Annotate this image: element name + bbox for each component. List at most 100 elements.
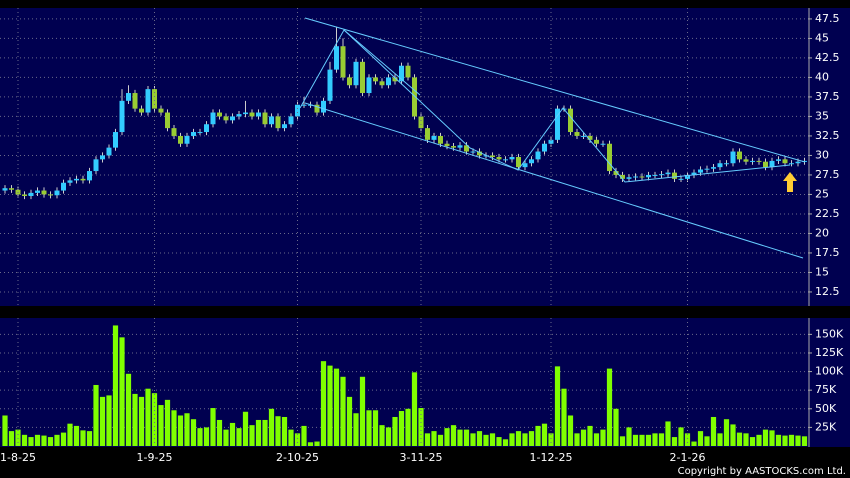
candle-body [568, 108, 573, 133]
volume-bar [216, 419, 223, 446]
y-tick-label: 30 [815, 148, 829, 161]
candle-body [711, 167, 716, 169]
candle-body [678, 178, 684, 180]
volume-bar [203, 427, 210, 446]
volume-bar [548, 433, 554, 446]
volume-bar [541, 423, 548, 446]
volume-bar [736, 432, 743, 446]
y-tick-label: 25K [815, 420, 837, 433]
candle-body [691, 172, 697, 175]
volume-bar [60, 432, 67, 446]
volume-bar [54, 434, 60, 446]
volume-bar [106, 395, 112, 446]
volume-bar [580, 429, 587, 446]
channel-bottom [304, 102, 804, 259]
volume-bar [405, 408, 411, 446]
volume-bar [489, 433, 496, 446]
candle-body [139, 108, 144, 113]
volume-bar [80, 430, 86, 446]
candle-body [750, 160, 755, 162]
candle-body [152, 89, 157, 109]
candle-body [737, 151, 742, 160]
volume-bar [372, 410, 379, 446]
volume-bar [184, 413, 190, 446]
volume-bar [652, 433, 658, 446]
candle-body [2, 188, 8, 191]
candle-body [204, 124, 209, 133]
y-tick-label: 22.5 [815, 207, 840, 220]
volume-bar [762, 429, 769, 446]
candle-body [340, 46, 346, 78]
volume-bar [197, 428, 203, 446]
copyright: Copyright by AASTOCKS.com Ltd. [678, 466, 846, 477]
volume-bar [717, 433, 723, 446]
candle-body [438, 135, 443, 144]
y-tick-label: 42.5 [815, 51, 840, 64]
volume-bar [138, 396, 145, 446]
candle-body [321, 100, 326, 113]
candle-body [230, 116, 235, 121]
volume-bar [392, 416, 398, 446]
candle-body [444, 143, 450, 147]
volume-bar [41, 435, 47, 446]
candle-body [451, 146, 456, 148]
volume-bar [229, 422, 236, 446]
volume-bar [723, 419, 730, 446]
x-tick-label: 1-8-25 [0, 451, 36, 464]
volume-bar [327, 365, 333, 446]
volume-bar [600, 429, 606, 446]
candle-body [470, 151, 476, 153]
candle-body [93, 159, 99, 172]
volume-bar [476, 431, 483, 446]
volume-bar [554, 366, 561, 446]
y-tick-label: 15 [815, 265, 829, 278]
candle-body [301, 104, 307, 106]
volume-bar [125, 373, 132, 446]
volume-bar [28, 437, 34, 446]
candle-body [795, 161, 801, 164]
y-tick-label: 45 [815, 31, 829, 44]
candle-body [704, 168, 710, 170]
volume-bar [379, 425, 385, 446]
volume-bar [587, 425, 593, 446]
candle-body [633, 176, 638, 178]
volume-bar [769, 430, 775, 446]
channel-top [304, 17, 806, 163]
candle-body [28, 192, 34, 197]
zigzag-branch [343, 29, 421, 96]
candle-body [61, 182, 66, 191]
y-tick-label: 32.5 [815, 129, 840, 142]
volume-bar [671, 437, 678, 446]
candle-body [607, 143, 612, 172]
volume-bar [294, 433, 301, 446]
volume-bar [567, 415, 574, 446]
candle-body [659, 174, 664, 176]
volume-bar [249, 425, 255, 446]
candle-body [347, 77, 352, 86]
candle-body [353, 61, 359, 86]
x-tick-label: 3-11-25 [400, 451, 443, 464]
candle-body [243, 112, 248, 115]
volume-bar [119, 337, 125, 446]
candle-body [106, 147, 112, 156]
candle-body [262, 112, 268, 125]
y-tick-label: 47.5 [815, 12, 840, 25]
candle-body [574, 132, 580, 136]
candle-body [48, 194, 53, 196]
candle-body [503, 159, 508, 161]
candle-body [600, 143, 606, 145]
volume-bar [333, 368, 340, 446]
y-tick-label: 37.5 [815, 90, 840, 103]
volume-bar [619, 436, 626, 446]
candle-body [327, 69, 333, 101]
candle-body [100, 155, 105, 160]
volume-bar [788, 434, 795, 446]
candle-body [555, 108, 560, 140]
volume-bar [782, 435, 788, 446]
candle-body [366, 77, 372, 94]
volume-bar [561, 388, 567, 446]
candle-body [113, 132, 118, 148]
volume-bar [411, 372, 418, 446]
candle-body [165, 112, 170, 129]
candle-body [730, 151, 736, 164]
